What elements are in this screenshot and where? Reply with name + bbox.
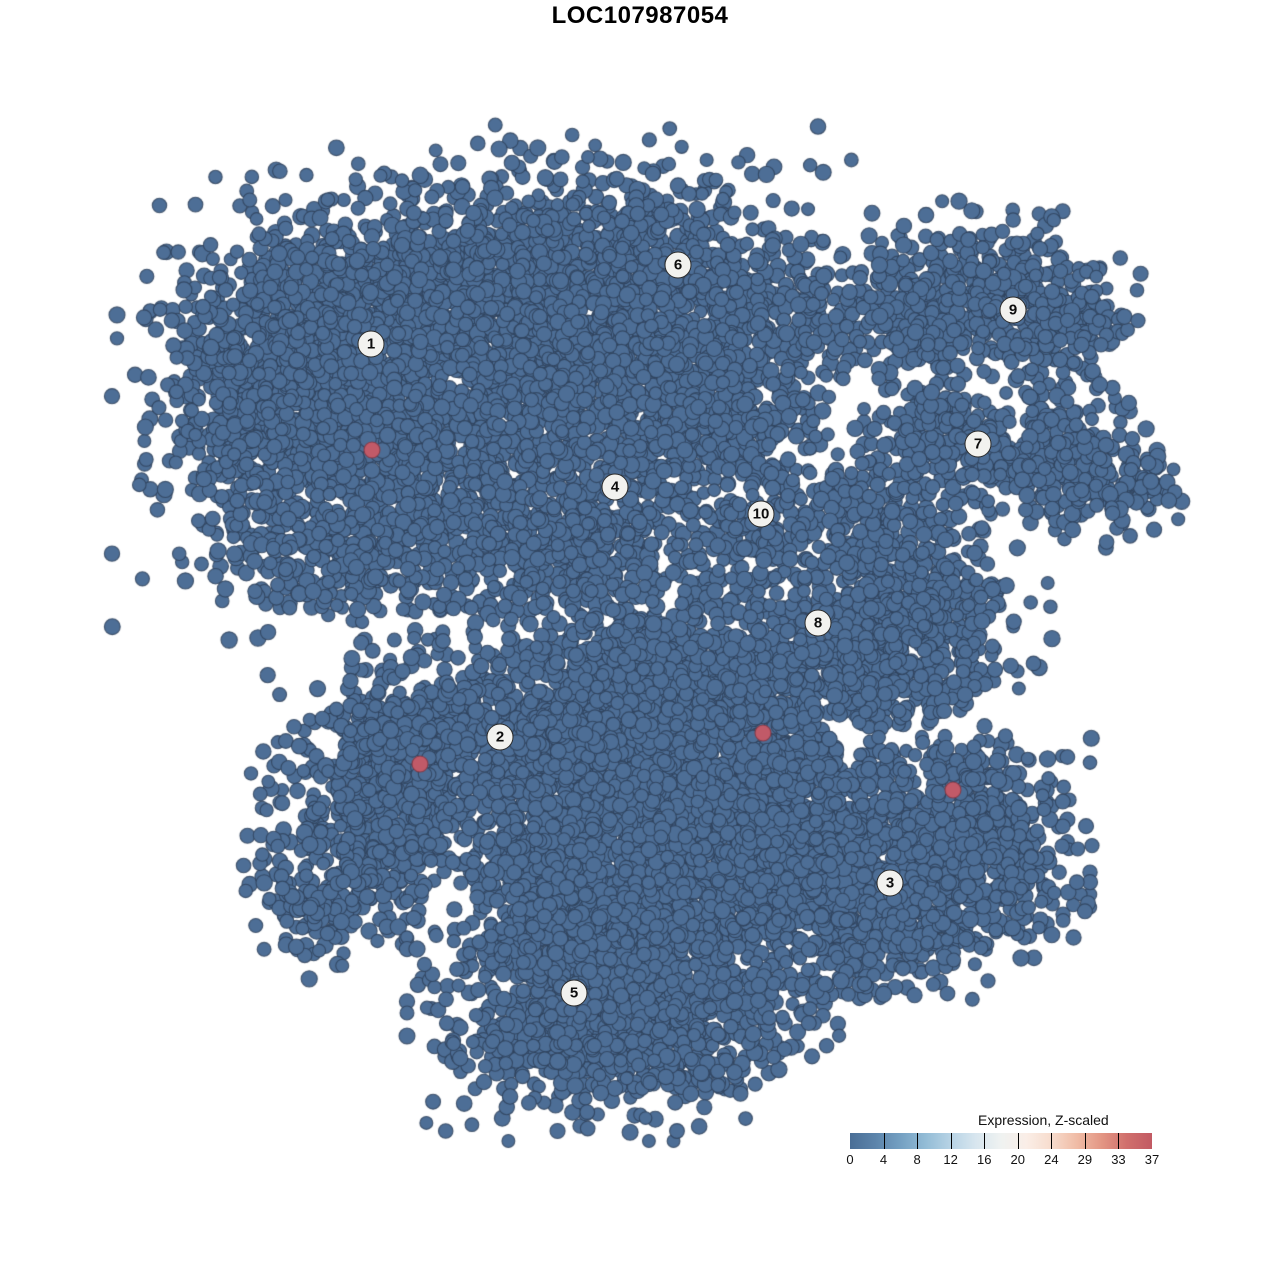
cluster-label-7: 7 (964, 430, 992, 458)
cluster-label-6: 6 (664, 251, 692, 279)
page-title: LOC107987054 (551, 2, 729, 29)
cluster-label-8: 8 (804, 609, 832, 637)
cluster-label-5: 5 (560, 979, 588, 1007)
cluster-label-9: 9 (999, 296, 1027, 324)
cluster-label-1: 1 (357, 330, 385, 358)
cluster-label-2: 2 (486, 723, 514, 751)
cluster-label-4: 4 (601, 473, 629, 501)
cluster-label-3: 3 (876, 869, 904, 897)
cluster-label-10: 10 (747, 500, 775, 528)
